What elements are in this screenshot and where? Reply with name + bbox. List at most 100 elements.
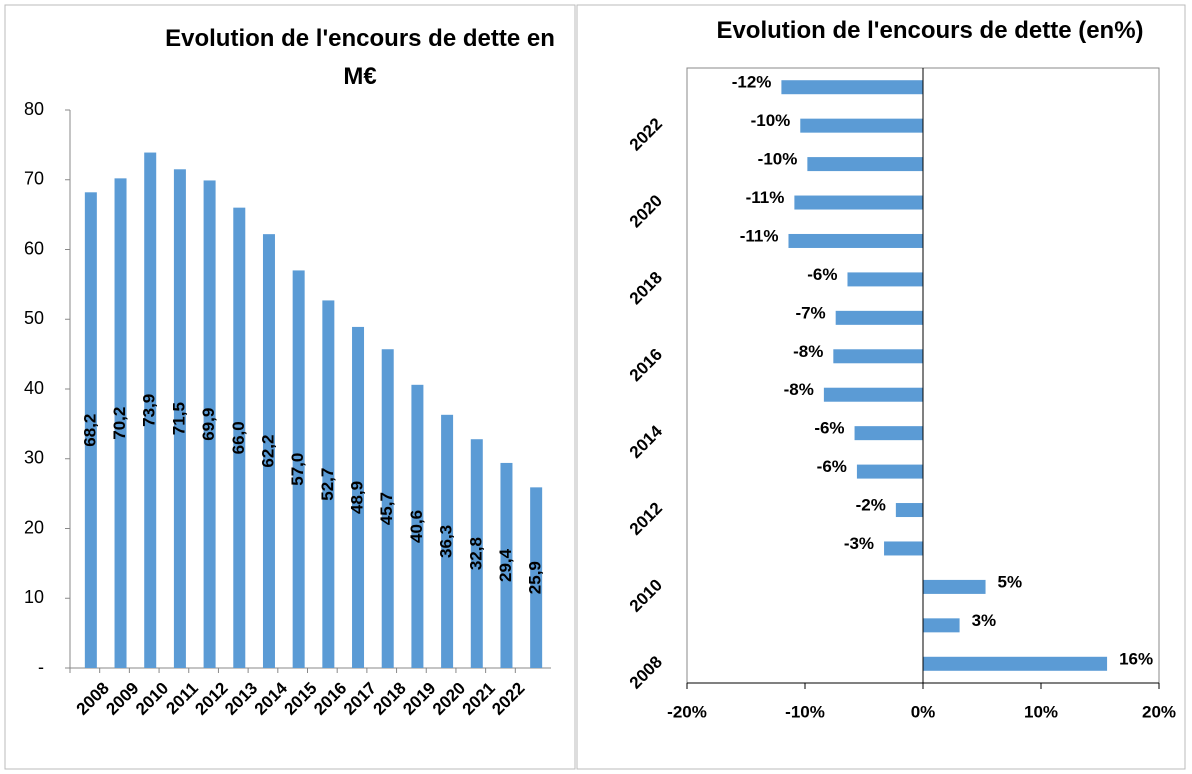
y-tick-label: 2010: [626, 575, 666, 615]
bar: [84, 192, 97, 668]
data-label: 3%: [972, 611, 997, 630]
bar: [233, 207, 246, 668]
y-tick-label: 2008: [626, 652, 666, 692]
x-tick-label: 2019: [399, 679, 439, 719]
x-tick-label: 2021: [459, 679, 499, 719]
bar: [441, 414, 454, 668]
x-tick-label: -10%: [785, 702, 825, 721]
x-tick-label: 2010: [132, 679, 172, 719]
bar: [411, 384, 424, 668]
y-tick-label: 2016: [626, 345, 666, 385]
chart-title: Evolution de l'encours de dette (en%): [716, 17, 1144, 44]
data-label: 36,3: [437, 525, 456, 558]
data-label: -11%: [740, 226, 779, 245]
data-label: 70,2: [110, 407, 129, 440]
bar: [381, 349, 394, 668]
bar: [292, 270, 305, 668]
y-tick-label: 80: [24, 99, 44, 119]
y-tick-label: 70: [24, 169, 44, 189]
x-tick-label: 2022: [488, 679, 528, 719]
bar: [895, 503, 923, 518]
data-label: 52,7: [318, 468, 337, 501]
bar: [352, 326, 365, 668]
bar: [835, 310, 923, 325]
y-tick-label: 10: [24, 587, 44, 607]
data-label: -8%: [793, 342, 823, 361]
y-tick-label: 20: [24, 517, 44, 537]
bar: [823, 387, 923, 402]
bar: [173, 169, 186, 668]
data-label: 48,9: [348, 481, 367, 514]
data-label: 62,2: [258, 435, 277, 468]
x-tick-label: -20%: [667, 702, 707, 721]
bar: [530, 487, 543, 668]
bar: [800, 118, 923, 133]
data-label: -10%: [751, 111, 791, 130]
data-label: 5%: [998, 572, 1023, 591]
data-label: 29,4: [496, 548, 515, 582]
data-label: -11%: [746, 188, 785, 207]
y-tick-label: 2012: [626, 499, 666, 539]
x-tick-label: 2018: [370, 679, 410, 719]
bar: [923, 656, 1108, 671]
data-label: 16%: [1119, 649, 1153, 668]
x-tick-label: 10%: [1024, 702, 1058, 721]
bar: [203, 180, 216, 668]
data-label: 68,2: [80, 414, 99, 447]
y-tick-label: 2022: [626, 114, 666, 154]
x-tick-label: 2017: [340, 679, 380, 719]
data-label: -6%: [817, 457, 847, 476]
y-tick-label: 30: [24, 448, 44, 468]
x-tick-label: 2008: [73, 679, 113, 719]
data-label: -3%: [844, 534, 874, 553]
bar: [470, 439, 483, 668]
bar: [847, 272, 923, 287]
bar: [854, 426, 923, 441]
data-label: 71,5: [169, 402, 188, 435]
data-label: 45,7: [377, 492, 396, 525]
data-label: -8%: [784, 380, 814, 399]
x-tick-label: 2012: [191, 679, 231, 719]
bar: [807, 157, 923, 172]
x-tick-label: 2016: [310, 679, 350, 719]
bar: [500, 462, 513, 668]
bar: [856, 464, 923, 479]
x-tick-label: 2011: [162, 679, 202, 719]
data-label: 69,9: [199, 408, 218, 441]
bar: [884, 541, 923, 556]
panel-border: [576, 4, 1186, 770]
data-label: -6%: [814, 419, 844, 438]
y-tick-label: -: [38, 657, 44, 677]
panel-border: [4, 4, 576, 770]
y-tick-label: 2018: [626, 268, 666, 308]
x-tick-label: 2014: [251, 678, 292, 719]
x-tick-label: 2009: [102, 679, 142, 719]
x-tick-label: 2015: [280, 679, 320, 719]
y-tick-label: 2014: [626, 421, 667, 462]
bar: [788, 233, 923, 248]
bar: [322, 300, 335, 668]
data-label: 32,8: [466, 537, 485, 570]
y-tick-label: 40: [24, 378, 44, 398]
bar: [923, 579, 986, 594]
data-label: 40,6: [407, 510, 426, 543]
data-label: 25,9: [526, 561, 545, 594]
chart-title: Evolution de l'encours de dette en M€: [165, 25, 555, 90]
x-tick-label: 2013: [221, 679, 261, 719]
bar: [833, 349, 923, 364]
x-tick-label: 2020: [429, 679, 469, 719]
bar: [144, 152, 157, 669]
x-tick-label: 0%: [911, 702, 936, 721]
bar: [781, 80, 923, 95]
data-label: -12%: [732, 73, 772, 92]
bar: [114, 178, 127, 669]
data-label: 57,0: [288, 453, 307, 486]
data-label: -7%: [795, 303, 825, 322]
bar: [923, 618, 960, 633]
y-tick-label: 2020: [626, 191, 666, 231]
data-label: -10%: [758, 150, 798, 169]
data-label: -6%: [807, 265, 837, 284]
bar: [794, 195, 923, 210]
